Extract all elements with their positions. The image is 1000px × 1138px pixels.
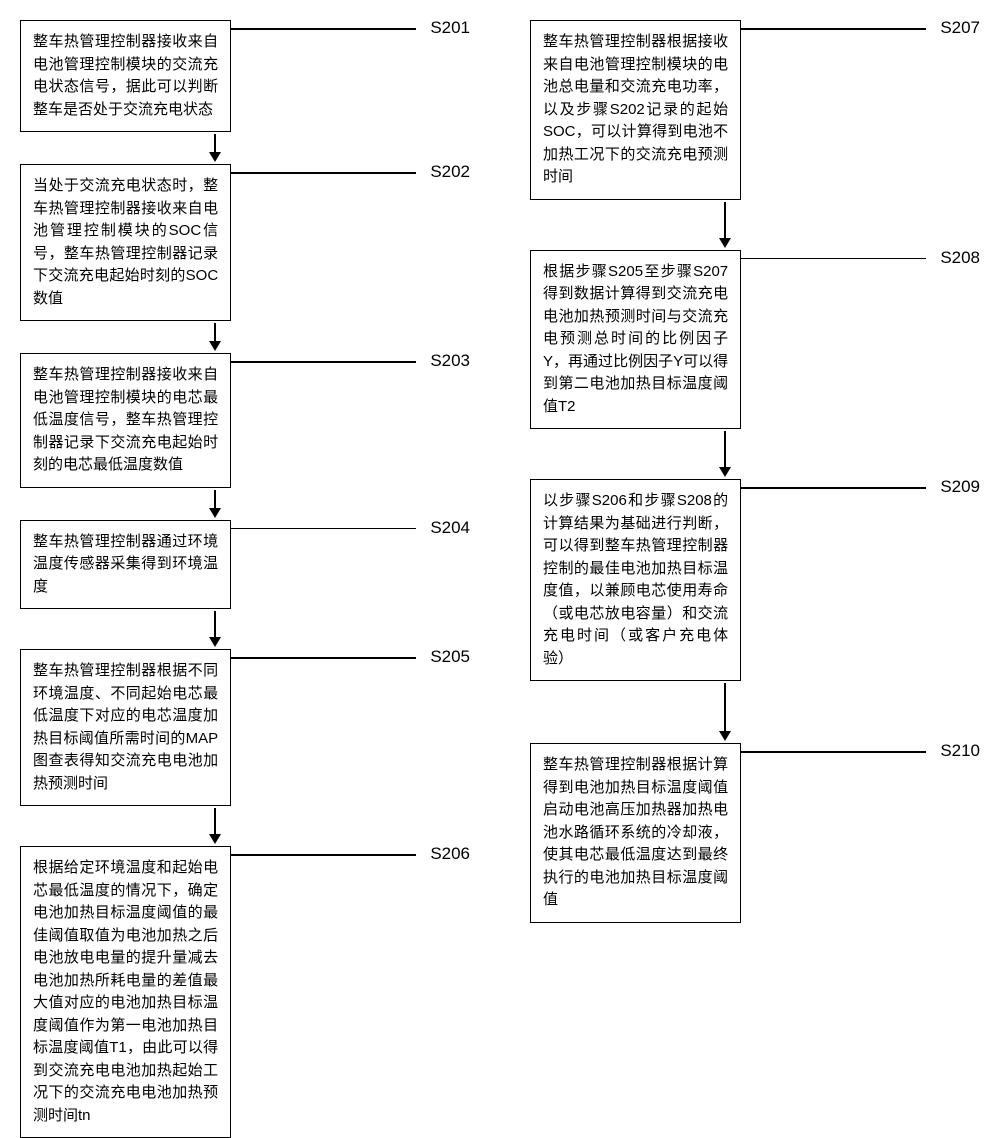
arrow-down-icon — [209, 637, 221, 647]
step-label: S204 — [430, 518, 470, 538]
label-connector-line — [231, 361, 416, 363]
step-box: 根据步骤S205至步骤S207得到数据计算得到交流充电电池加热预测时间与交流充电… — [530, 250, 741, 430]
step-label: S207 — [940, 18, 980, 38]
label-connector-line — [231, 657, 416, 659]
step-label: S208 — [940, 248, 980, 268]
arrow-down-icon — [209, 834, 221, 844]
arrow-down-icon — [719, 731, 731, 741]
step-s206: 根据给定环境温度和起始电芯最低温度的情况下，确定电池加热目标温度阈值的最佳阈值取… — [20, 846, 470, 1138]
step-label: S205 — [430, 647, 470, 667]
flowchart-container: 整车热管理控制器接收来自电池管理控制模块的交流充电状态信号，据此可以判断整车是否… — [20, 20, 980, 1138]
step-s204: 整车热管理控制器通过环境温度传感器采集得到环境温度 S204 — [20, 520, 470, 610]
flow-arrow — [719, 431, 731, 477]
flow-arrow — [719, 683, 731, 741]
step-box: 整车热管理控制器接收来自电池管理控制模块的电芯最低温度信号，整车热管理控制器记录… — [20, 353, 231, 488]
step-box: 整车热管理控制器接收来自电池管理控制模块的交流充电状态信号，据此可以判断整车是否… — [20, 20, 231, 132]
step-label: S210 — [940, 741, 980, 761]
step-s203: 整车热管理控制器接收来自电池管理控制模块的电芯最低温度信号，整车热管理控制器记录… — [20, 353, 470, 488]
right-column: 整车热管理控制器根据接收来自电池管理控制模块的电池总电量和交流充电功率，以及步骤… — [530, 20, 980, 923]
step-box: 整车热管理控制器通过环境温度传感器采集得到环境温度 — [20, 520, 231, 610]
left-column: 整车热管理控制器接收来自电池管理控制模块的交流充电状态信号，据此可以判断整车是否… — [20, 20, 470, 1138]
arrow-down-icon — [209, 341, 221, 351]
step-label: S206 — [430, 844, 470, 864]
step-box: 整车热管理控制器根据不同环境温度、不同起始电芯最低温度下对应的电芯温度加热目标阈… — [20, 649, 231, 806]
flow-arrow — [209, 323, 221, 351]
arrow-down-icon — [209, 152, 221, 162]
arrow-down-icon — [719, 467, 731, 477]
flow-arrow — [209, 611, 221, 647]
step-s210: 整车热管理控制器根据计算得到电池加热目标温度阈值启动电池高压加热器加热电池水路循… — [530, 743, 980, 923]
label-connector-line — [741, 28, 926, 30]
step-s208: 根据步骤S205至步骤S207得到数据计算得到交流充电电池加热预测时间与交流充电… — [530, 250, 980, 430]
label-connector-line — [741, 258, 926, 260]
label-connector-line — [231, 172, 416, 174]
step-s207: 整车热管理控制器根据接收来自电池管理控制模块的电池总电量和交流充电功率，以及步骤… — [530, 20, 980, 200]
arrow-down-icon — [719, 238, 731, 248]
step-label: S202 — [430, 162, 470, 182]
label-connector-line — [231, 28, 416, 30]
flow-arrow — [209, 134, 221, 162]
step-s201: 整车热管理控制器接收来自电池管理控制模块的交流充电状态信号，据此可以判断整车是否… — [20, 20, 470, 132]
flow-arrow — [209, 808, 221, 844]
arrow-down-icon — [209, 508, 221, 518]
step-box: 根据给定环境温度和起始电芯最低温度的情况下，确定电池加热目标温度阈值的最佳阈值取… — [20, 846, 231, 1138]
step-box: 以步骤S206和步骤S208的计算结果为基础进行判断，可以得到整车热管理控制器控… — [530, 479, 741, 681]
label-connector-line — [231, 528, 416, 530]
step-box: 当处于交流充电状态时，整车热管理控制器接收来自电池管理控制模块的SOC信号，整车… — [20, 164, 231, 321]
label-connector-line — [231, 854, 416, 856]
step-label: S209 — [940, 477, 980, 497]
flow-arrow — [209, 490, 221, 518]
flow-arrow — [719, 202, 731, 248]
step-box: 整车热管理控制器根据接收来自电池管理控制模块的电池总电量和交流充电功率，以及步骤… — [530, 20, 741, 200]
step-label: S201 — [430, 18, 470, 38]
step-s209: 以步骤S206和步骤S208的计算结果为基础进行判断，可以得到整车热管理控制器控… — [530, 479, 980, 681]
label-connector-line — [741, 751, 926, 753]
step-s205: 整车热管理控制器根据不同环境温度、不同起始电芯最低温度下对应的电芯温度加热目标阈… — [20, 649, 470, 806]
label-connector-line — [741, 487, 926, 489]
step-box: 整车热管理控制器根据计算得到电池加热目标温度阈值启动电池高压加热器加热电池水路循… — [530, 743, 741, 923]
step-s202: 当处于交流充电状态时，整车热管理控制器接收来自电池管理控制模块的SOC信号，整车… — [20, 164, 470, 321]
step-label: S203 — [430, 351, 470, 371]
